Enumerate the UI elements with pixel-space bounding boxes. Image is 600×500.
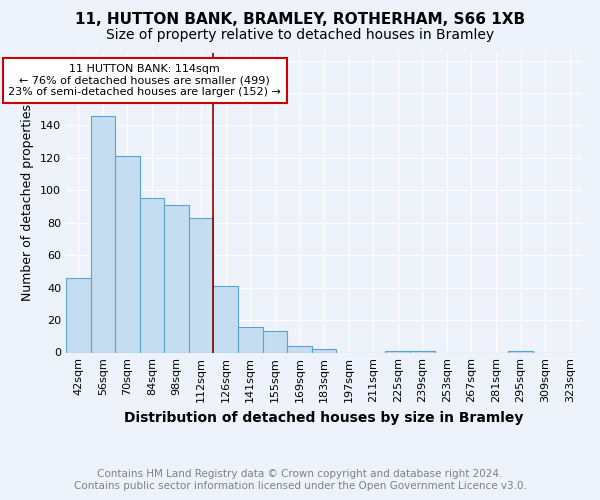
Bar [164, 205, 189, 352]
Y-axis label: Number of detached properties: Number of detached properties [22, 104, 34, 301]
Bar [115, 156, 140, 352]
Bar [385, 351, 410, 352]
Bar [91, 116, 115, 352]
Bar [140, 198, 164, 352]
Bar [263, 332, 287, 352]
Text: 11 HUTTON BANK: 114sqm
← 76% of detached houses are smaller (499)
23% of semi-de: 11 HUTTON BANK: 114sqm ← 76% of detached… [8, 64, 281, 97]
Bar [508, 351, 533, 352]
Text: 11, HUTTON BANK, BRAMLEY, ROTHERHAM, S66 1XB: 11, HUTTON BANK, BRAMLEY, ROTHERHAM, S66… [75, 12, 525, 28]
Text: Contains HM Land Registry data © Crown copyright and database right 2024.
Contai: Contains HM Land Registry data © Crown c… [74, 470, 526, 491]
Bar [66, 278, 91, 352]
X-axis label: Distribution of detached houses by size in Bramley: Distribution of detached houses by size … [124, 410, 524, 424]
Text: Size of property relative to detached houses in Bramley: Size of property relative to detached ho… [106, 28, 494, 42]
Bar [287, 346, 312, 352]
Bar [410, 351, 434, 352]
Bar [189, 218, 214, 352]
Bar [312, 350, 336, 352]
Bar [214, 286, 238, 352]
Bar [238, 326, 263, 352]
